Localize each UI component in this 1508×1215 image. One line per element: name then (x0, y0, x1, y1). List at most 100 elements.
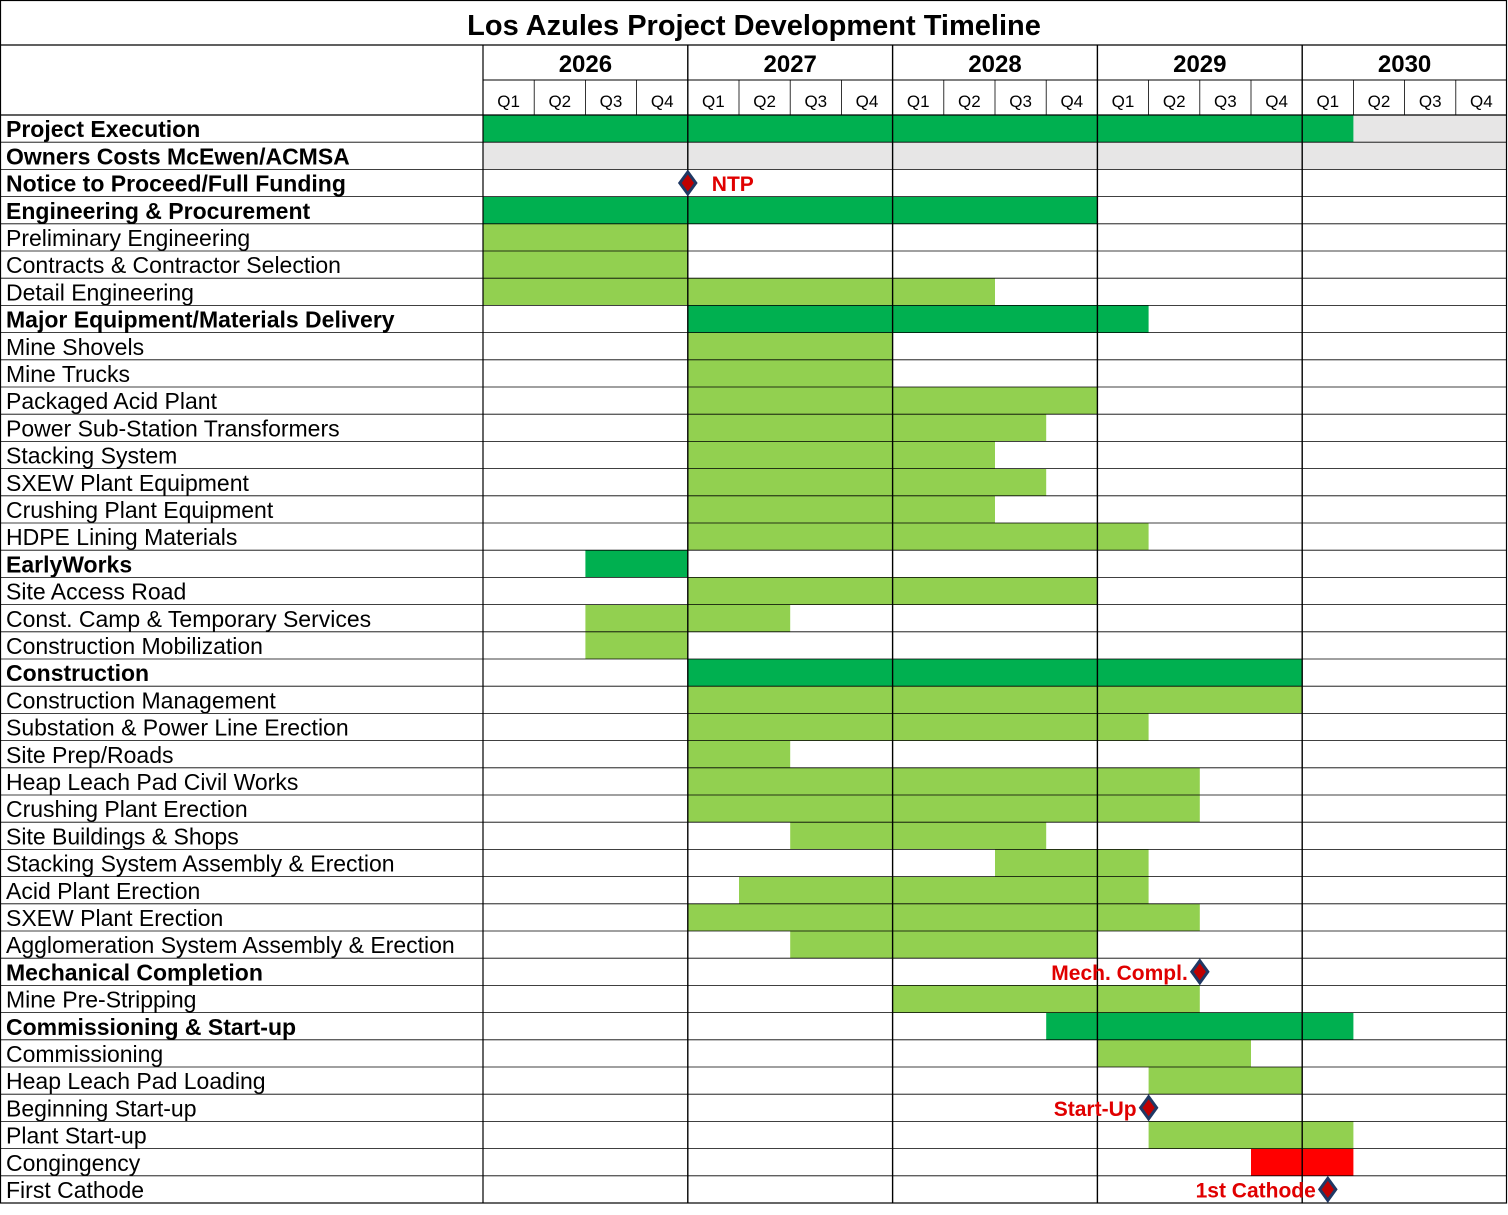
year-label: 2027 (764, 51, 817, 78)
task-bar (687, 740, 791, 768)
task-bar (687, 795, 1200, 823)
quarter-label: Q1 (1112, 92, 1135, 111)
task-label: SXEW Plant Equipment (6, 470, 250, 496)
quarter-label: Q3 (1214, 92, 1237, 111)
task-bar (790, 822, 1047, 850)
milestone-diamond (677, 169, 698, 197)
task-bar (1148, 1121, 1354, 1149)
quarter-label: Q1 (907, 92, 930, 111)
year-label: 2028 (968, 51, 1021, 78)
row-shading (1353, 115, 1507, 143)
quarter-label: Q3 (1419, 92, 1442, 111)
quarter-label: Q1 (497, 92, 520, 111)
summary-bar (483, 196, 1098, 224)
task-label: Engineering & Procurement (6, 198, 311, 224)
task-label: Mine Pre-Stripping (6, 987, 196, 1013)
task-bar (687, 767, 1200, 795)
quarter-label: Q2 (1163, 92, 1186, 111)
quarter-label: Q4 (651, 92, 674, 111)
task-label: Plant Start-up (6, 1123, 147, 1149)
task-bar (790, 931, 1098, 959)
milestone-label: 1st Cathode (1196, 1179, 1316, 1202)
summary-bar (687, 305, 1149, 333)
task-label: SXEW Plant Erection (6, 905, 223, 931)
task-bar (687, 686, 1303, 714)
task-label: Notice to Proceed/Full Funding (6, 171, 346, 197)
quarter-label: Q1 (1316, 92, 1339, 111)
task-label: Substation & Power Line Erection (6, 715, 349, 741)
task-bar (687, 903, 1200, 931)
quarter-label: Q3 (1009, 92, 1032, 111)
task-bar (687, 359, 893, 387)
task-label: Agglomeration System Assembly & Erection (6, 932, 455, 958)
task-label: Project Execution (6, 116, 200, 142)
task-label: HDPE Lining Materials (6, 524, 237, 550)
task-label: Contracts & Contractor Selection (6, 252, 341, 278)
quarter-label: Q2 (753, 92, 776, 111)
task-bar (687, 441, 995, 469)
milestone-diamond (1189, 958, 1210, 986)
task-bar (1148, 1067, 1303, 1095)
task-label: Heap Leach Pad Loading (6, 1068, 266, 1094)
task-label: Mechanical Completion (6, 959, 263, 985)
task-label: Acid Plant Erection (6, 878, 200, 904)
year-label: 2030 (1378, 51, 1431, 78)
milestone-diamond (1317, 1175, 1338, 1203)
summary-bar (687, 659, 1303, 687)
bars-layer (483, 115, 1354, 1176)
year-label: 2026 (559, 51, 612, 78)
quarter-label: Q2 (1368, 92, 1391, 111)
task-label: Stacking System Assembly & Erection (6, 851, 395, 877)
summary-bar (1046, 1012, 1354, 1040)
milestone-label: Start-Up (1054, 1098, 1137, 1121)
task-label: Construction (6, 660, 149, 686)
chart-title: Los Azules Project Development Timeline (467, 10, 1041, 42)
task-label: Construction Mobilization (6, 633, 263, 659)
task-bar (1097, 1039, 1251, 1067)
task-label: Crushing Plant Equipment (6, 497, 274, 523)
task-bar (687, 414, 1047, 442)
task-label: Commissioning & Start-up (6, 1014, 296, 1040)
quarter-label: Q4 (1265, 92, 1288, 111)
quarter-label: Q2 (548, 92, 571, 111)
year-label: 2029 (1173, 51, 1226, 78)
task-bar (483, 223, 688, 251)
task-label: Site Buildings & Shops (6, 823, 239, 849)
task-label: EarlyWorks (6, 551, 132, 577)
quarter-label: Q3 (804, 92, 827, 111)
task-bar (687, 468, 1047, 496)
quarter-label: Q4 (1060, 92, 1083, 111)
quarter-label: Q4 (856, 92, 879, 111)
task-bar (483, 278, 995, 306)
task-label: Beginning Start-up (6, 1095, 197, 1121)
milestone-label: NTP (712, 173, 754, 196)
summary-bar (585, 550, 688, 578)
task-label: Commissioning (6, 1041, 163, 1067)
task-bar (687, 332, 893, 360)
task-label: Major Equipment/Materials Delivery (6, 307, 395, 333)
task-label: Crushing Plant Erection (6, 796, 248, 822)
task-bar (739, 876, 1149, 904)
task-label: First Cathode (6, 1177, 144, 1203)
task-label: Packaged Acid Plant (6, 388, 218, 414)
task-label: Stacking System (6, 443, 177, 469)
task-bar (687, 495, 995, 523)
task-bar (687, 523, 1149, 551)
row-shading (483, 142, 1507, 170)
task-label: Power Sub-Station Transformers (6, 415, 340, 441)
task-label: Mine Trucks (6, 361, 130, 387)
milestone-label: Mech. Compl. (1051, 962, 1188, 985)
task-label: Site Prep/Roads (6, 742, 173, 768)
task-label: Heap Leach Pad Civil Works (6, 769, 298, 795)
task-label: Construction Management (6, 687, 276, 713)
quarter-label: Q4 (1470, 92, 1493, 111)
background-shading-layer (483, 115, 1507, 170)
task-bar (892, 985, 1200, 1013)
quarter-label: Q1 (702, 92, 725, 111)
task-label: Preliminary Engineering (6, 225, 250, 251)
task-label: Detail Engineering (6, 279, 194, 305)
